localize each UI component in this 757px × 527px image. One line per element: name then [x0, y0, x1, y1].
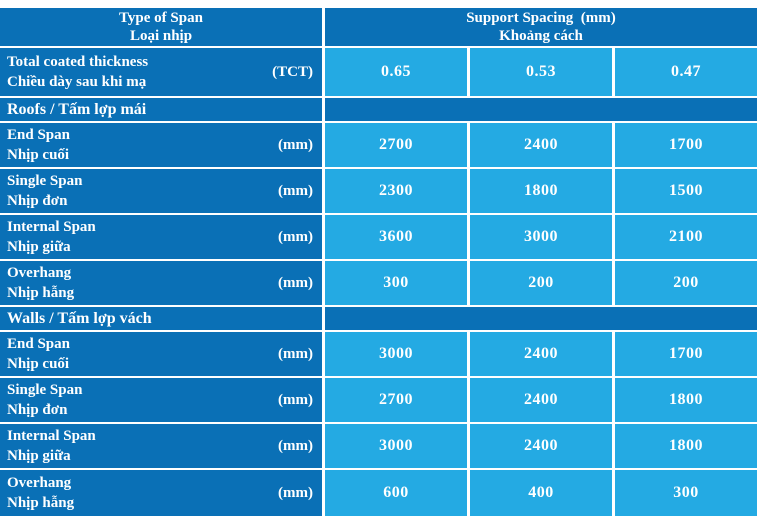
- span-spacing-table: Type of Span Loại nhịp Support Spacing (…: [0, 8, 757, 516]
- value-cell: 2400: [470, 123, 612, 167]
- table-row: Overhang Nhịp hẫng (mm) 300 200 200: [0, 261, 757, 305]
- value-cell: 1800: [615, 378, 757, 422]
- section-filler-roofs: [325, 98, 757, 121]
- row-unit: (mm): [278, 228, 313, 245]
- header-support-spacing: Support Spacing (mm) Khoảng cách: [325, 8, 757, 46]
- value-cell: 300: [325, 261, 467, 305]
- value-cell: 1800: [470, 169, 612, 213]
- thickness-row: Total coated thickness Chiều dày sau khi…: [0, 48, 757, 96]
- value-cell: 200: [470, 261, 612, 305]
- row-label-en: End Span: [7, 336, 70, 352]
- value-cell: 3000: [470, 215, 612, 259]
- row-label-vi: Nhịp hẫng: [7, 495, 75, 511]
- value-cell: 600: [325, 470, 467, 516]
- section-header-walls: Walls / Tấm lợp vách: [0, 307, 757, 330]
- row-unit: (mm): [278, 437, 313, 454]
- thickness-label-cell: Total coated thickness Chiều dày sau khi…: [0, 48, 322, 96]
- row-label-cell: End Span Nhịp cuối (mm): [0, 332, 322, 376]
- value-cell: 300: [615, 470, 757, 516]
- row-label-vi: Nhịp đơn: [7, 193, 68, 209]
- value-cell: 1500: [615, 169, 757, 213]
- row-label-cell: Internal Span Nhịp giữa (mm): [0, 215, 322, 259]
- value-cell: 200: [615, 261, 757, 305]
- value-cell: 400: [470, 470, 612, 516]
- thickness-unit: (TCT): [272, 63, 313, 80]
- row-unit: (mm): [278, 391, 313, 408]
- table-row: End Span Nhịp cuối (mm) 2700 2400 1700: [0, 123, 757, 167]
- table-row: Single Span Nhịp đơn (mm) 2300 1800 1500: [0, 169, 757, 213]
- value-cell: 2700: [325, 123, 467, 167]
- row-label-cell: Single Span Nhịp đơn (mm): [0, 169, 322, 213]
- section-filler-walls: [325, 307, 757, 330]
- row-label-vi: Nhịp đơn: [7, 402, 68, 418]
- row-label-en: Internal Span: [7, 219, 96, 235]
- value-cell: 2400: [470, 424, 612, 468]
- header-type-of-span: Type of Span Loại nhịp: [0, 8, 322, 46]
- value-cell: 1700: [615, 123, 757, 167]
- value-cell: 3000: [325, 424, 467, 468]
- header-support-spacing-vi: Khoảng cách: [499, 28, 583, 44]
- table-row: Internal Span Nhịp giữa (mm) 3000 2400 1…: [0, 424, 757, 468]
- value-cell: 2700: [325, 378, 467, 422]
- row-label-vi: Nhịp giữa: [7, 239, 71, 255]
- thickness-label-en: Total coated thickness: [7, 54, 149, 70]
- row-label-cell: Single Span Nhịp đơn (mm): [0, 378, 322, 422]
- table-header-row: Type of Span Loại nhịp Support Spacing (…: [0, 8, 757, 46]
- section-title-walls: Walls / Tấm lợp vách: [0, 307, 322, 330]
- value-cell: 1700: [615, 332, 757, 376]
- value-cell: 2400: [470, 332, 612, 376]
- header-support-spacing-en: Support Spacing (mm): [466, 10, 616, 26]
- section-header-roofs: Roofs / Tấm lợp mái: [0, 98, 757, 121]
- row-label-en: Single Span: [7, 173, 83, 189]
- row-unit: (mm): [278, 136, 313, 153]
- row-unit: (mm): [278, 345, 313, 362]
- row-unit: (mm): [278, 484, 313, 501]
- row-label-cell: Internal Span Nhịp giữa (mm): [0, 424, 322, 468]
- header-type-of-span-en: Type of Span: [119, 10, 203, 26]
- value-cell: 1800: [615, 424, 757, 468]
- table-row: End Span Nhịp cuối (mm) 3000 2400 1700: [0, 332, 757, 376]
- value-cell: 2400: [470, 378, 612, 422]
- row-label-cell: Overhang Nhịp hẫng (mm): [0, 470, 322, 516]
- thickness-label-vi: Chiều dày sau khi mạ: [7, 74, 147, 90]
- row-label-en: Overhang: [7, 475, 72, 491]
- row-label-vi: Nhịp cuối: [7, 147, 70, 163]
- table-row: Single Span Nhịp đơn (mm) 2700 2400 1800: [0, 378, 757, 422]
- section-title-roofs: Roofs / Tấm lợp mái: [0, 98, 322, 121]
- row-label-vi: Nhịp hẫng: [7, 285, 75, 301]
- row-label-cell: Overhang Nhịp hẫng (mm): [0, 261, 322, 305]
- row-label-en: Internal Span: [7, 428, 96, 444]
- thickness-value: 0.47: [615, 48, 757, 96]
- table-row: Internal Span Nhịp giữa (mm) 3600 3000 2…: [0, 215, 757, 259]
- value-cell: 2100: [615, 215, 757, 259]
- row-label-vi: Nhịp giữa: [7, 448, 71, 464]
- value-cell: 2300: [325, 169, 467, 213]
- row-label-en: Overhang: [7, 265, 72, 281]
- row-label-en: Single Span: [7, 382, 83, 398]
- thickness-value: 0.53: [470, 48, 612, 96]
- row-label-vi: Nhịp cuối: [7, 356, 70, 372]
- value-cell: 3600: [325, 215, 467, 259]
- thickness-value: 0.65: [325, 48, 467, 96]
- value-cell: 3000: [325, 332, 467, 376]
- row-unit: (mm): [278, 182, 313, 199]
- row-label-cell: End Span Nhịp cuối (mm): [0, 123, 322, 167]
- table-row: Overhang Nhịp hẫng (mm) 600 400 300: [0, 470, 757, 516]
- header-type-of-span-vi: Loại nhịp: [129, 28, 193, 44]
- row-unit: (mm): [278, 274, 313, 291]
- row-label-en: End Span: [7, 127, 70, 143]
